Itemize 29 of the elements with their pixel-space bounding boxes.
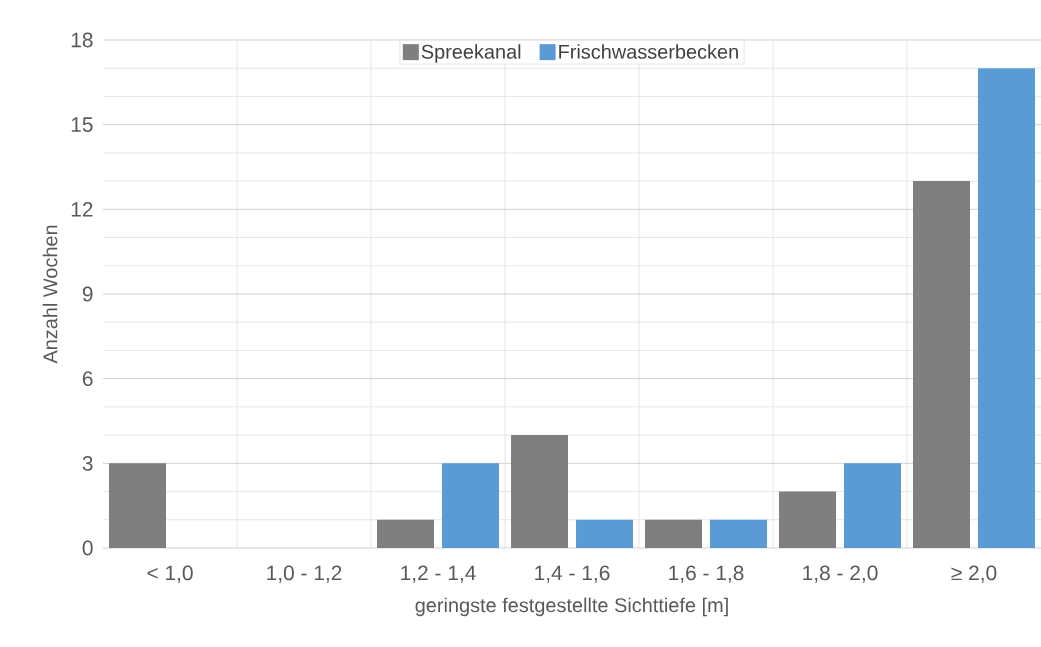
bar (710, 519, 768, 548)
bar (576, 519, 634, 548)
x-tick-label: 1,8 - 2,0 (803, 565, 878, 583)
bar (978, 68, 1036, 548)
y-axis-title: Anzahl Wochen (42, 225, 58, 364)
legend-label: Spreekanal (421, 44, 521, 63)
bar (442, 463, 500, 548)
bar (109, 463, 167, 548)
y-tick-label: 9 (82, 286, 93, 302)
y-tick-label: 0 (82, 540, 93, 556)
x-tick-label: 1,6 - 1,8 (669, 565, 744, 583)
y-tick-label: 12 (71, 202, 93, 217)
x-tick-label: 1,0 - 1,2 (267, 565, 342, 583)
bar (779, 491, 837, 548)
x-tick-label: 1,4 - 1,6 (535, 565, 610, 583)
bar (645, 519, 703, 548)
legend-label: Frischwasserbecken (559, 44, 738, 59)
bar (511, 435, 569, 548)
x-tick-label: ≥ 2,0 (951, 565, 997, 583)
x-tick-label: 1,2 - 1,4 (401, 565, 476, 583)
y-tick-label: 18 (71, 32, 93, 48)
bar (377, 519, 435, 548)
x-axis-title: geringste festgestellte Sichttiefe [m] (415, 597, 728, 617)
x-tick-label: < 1,0 (147, 565, 193, 583)
y-tick-label: 3 (82, 455, 93, 471)
y-tick-label: 15 (71, 117, 93, 132)
bar (844, 463, 902, 548)
bar (913, 181, 971, 548)
y-tick-label: 6 (82, 371, 93, 387)
